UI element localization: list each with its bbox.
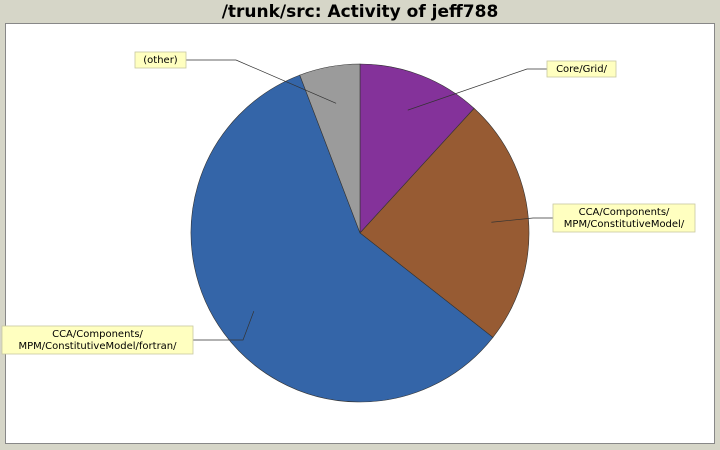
slice-label-2-line-1: CCA/Components/ xyxy=(579,207,670,218)
chart-title: /trunk/src: Activity of jeff788 xyxy=(221,2,499,22)
slice-label-1-line-1: Core/Grid/ xyxy=(556,64,608,75)
slice-label-3-line-2: MPM/ConstitutiveModel/fortran/ xyxy=(18,341,177,352)
slice-label-4-line-1: (other) xyxy=(143,55,178,66)
label-connector-1 xyxy=(407,68,547,111)
pie-slice-3 xyxy=(190,74,494,403)
slice-label-box-3 xyxy=(1,325,194,355)
slice-label-3-line-1: CCA/Components/ xyxy=(52,329,143,340)
label-connector-4 xyxy=(186,59,337,104)
pie-slice-2 xyxy=(359,107,530,338)
pie-slice-4 xyxy=(299,63,361,234)
label-connector-3 xyxy=(193,311,255,341)
slice-label-box-1 xyxy=(546,60,617,78)
pie-labels: Core/Grid/CCA/Components/MPM/Constitutiv… xyxy=(1,51,696,355)
slice-label-2-line-2: MPM/ConstitutiveModel/ xyxy=(564,219,685,230)
pie-slice-1 xyxy=(359,63,475,234)
pie-slices xyxy=(190,63,530,403)
label-connector-2 xyxy=(491,217,553,223)
slice-label-box-2 xyxy=(552,203,696,233)
slice-label-box-4 xyxy=(134,51,187,69)
